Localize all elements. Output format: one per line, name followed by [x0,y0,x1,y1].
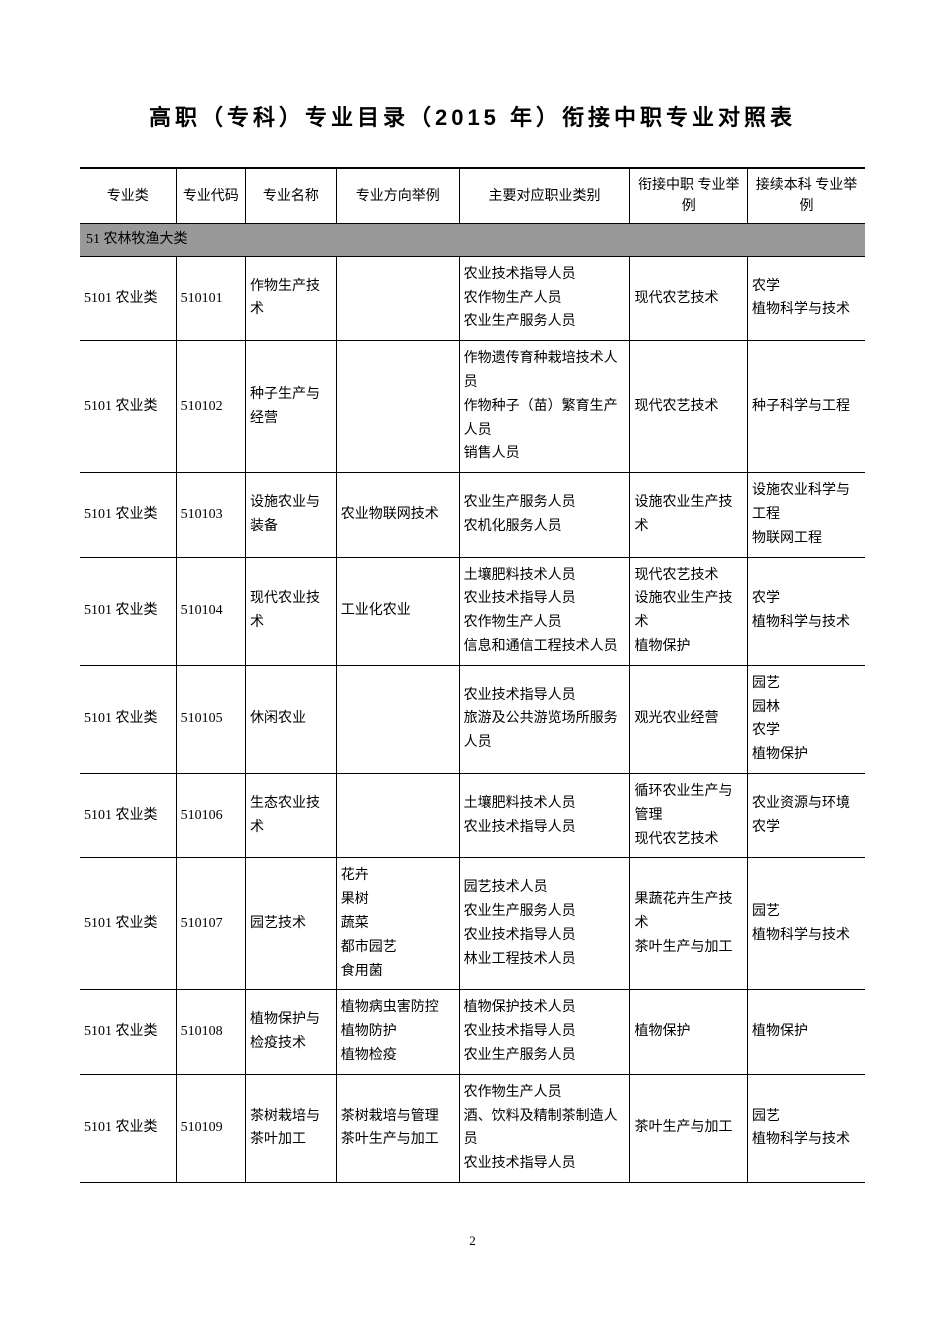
category-cell: 51 农林牧渔大类 [80,224,865,257]
table-row: 5101 农业类510102种子生产与经营 作物遗传育种栽培技术人员作物种子（苗）… [80,341,865,473]
table-body: 51 农林牧渔大类5101 农业类510101作物生产技术农业技术指导人员农作物… [80,224,865,1183]
cell-job: 农作物生产人员酒、饮料及精制茶制造人员农业技术指导人员 [459,1074,630,1182]
cell-name: 作物生产技术 [246,256,337,340]
th-job: 主要对应职业类别 [459,168,630,224]
table-row: 5101 农业类510107园艺技术花卉果树蔬菜都市园艺食用菌园艺技术人员农业生… [80,858,865,990]
cell-name: 种子生产与经营 [246,341,337,473]
cell-job: 农业技术指导人员旅游及公共游览场所服务人员 [459,665,630,773]
th-name: 专业名称 [246,168,337,224]
th-mid: 衔接中职 专业举例 [630,168,747,224]
table-header-row: 专业类 专业代码 专业名称 专业方向举例 主要对应职业类别 衔接中职 专业举例 … [80,168,865,224]
table-row: 5101 农业类510101作物生产技术 农业技术指导人员农作物生产人员农业生产服… [80,256,865,340]
cell-name: 休闲农业 [246,665,337,773]
cell-name: 设施农业与装备 [246,473,337,557]
cell-mid: 循环农业生产与管理现代农艺技术 [630,773,747,857]
th-dir: 专业方向举例 [336,168,459,224]
cell-mid: 现代农艺技术 [630,341,747,473]
cell-class: 5101 农业类 [80,473,176,557]
cell-code: 510103 [176,473,245,557]
cell-dir: 花卉果树蔬菜都市园艺食用菌 [336,858,459,990]
table-row: 5101 农业类510108植物保护与检疫技术植物病虫害防控植物防护植物检疫植物… [80,990,865,1074]
table-row: 5101 农业类510109茶树栽培与茶叶加工茶树栽培与管理茶叶生产与加工农作物… [80,1074,865,1182]
cell-code: 510102 [176,341,245,473]
cell-code: 510105 [176,665,245,773]
page-number: 2 [80,1233,865,1249]
cell-dir: 植物病虫害防控植物防护植物检疫 [336,990,459,1074]
cell-code: 510109 [176,1074,245,1182]
cell-job: 土壤肥料技术人员农业技术指导人员农作物生产人员信息和通信工程技术人员 [459,557,630,665]
cell-class: 5101 农业类 [80,1074,176,1182]
cell-name: 植物保护与检疫技术 [246,990,337,1074]
category-row: 51 农林牧渔大类 [80,224,865,257]
cell-class: 5101 农业类 [80,341,176,473]
table-row: 5101 农业类510105休闲农业 农业技术指导人员旅游及公共游览场所服务人员观… [80,665,865,773]
cell-name: 园艺技术 [246,858,337,990]
th-class: 专业类 [80,168,176,224]
cell-job: 园艺技术人员农业生产服务人员农业技术指导人员林业工程技术人员 [459,858,630,990]
cell-code: 510108 [176,990,245,1074]
cell-dir: 农业物联网技术 [336,473,459,557]
cell-dir [336,665,459,773]
cell-code: 510107 [176,858,245,990]
cell-code: 510101 [176,256,245,340]
cell-job: 土壤肥料技术人员农业技术指导人员 [459,773,630,857]
cell-mid: 观光农业经营 [630,665,747,773]
cell-mid: 植物保护 [630,990,747,1074]
cell-dir: 工业化农业 [336,557,459,665]
page-container: 高职（专科）专业目录（2015 年）衔接中职专业对照表 专业类 专业代码 专业名… [0,0,945,1289]
cell-class: 5101 农业类 [80,773,176,857]
major-table: 专业类 专业代码 专业名称 专业方向举例 主要对应职业类别 衔接中职 专业举例 … [80,167,865,1183]
table-row: 5101 农业类510104现代农业技术工业化农业土壤肥料技术人员农业技术指导人… [80,557,865,665]
cell-job: 农业生产服务人员农机化服务人员 [459,473,630,557]
cell-dir: 茶树栽培与管理茶叶生产与加工 [336,1074,459,1182]
cell-ba: 农业资源与环境农学 [747,773,865,857]
cell-ba: 农学植物科学与技术 [747,557,865,665]
table-row: 5101 农业类510103设施农业与装备农业物联网技术农业生产服务人员农机化服… [80,473,865,557]
cell-mid: 茶叶生产与加工 [630,1074,747,1182]
cell-class: 5101 农业类 [80,665,176,773]
cell-class: 5101 农业类 [80,256,176,340]
table-row: 5101 农业类510106生态农业技术 土壤肥料技术人员农业技术指导人员循环农业… [80,773,865,857]
cell-ba: 园艺园林农学植物保护 [747,665,865,773]
cell-mid: 现代农艺技术 [630,256,747,340]
th-ba: 接续本科 专业举例 [747,168,865,224]
cell-ba: 植物保护 [747,990,865,1074]
cell-code: 510106 [176,773,245,857]
cell-job: 植物保护技术人员农业技术指导人员农业生产服务人员 [459,990,630,1074]
cell-class: 5101 农业类 [80,990,176,1074]
page-title: 高职（专科）专业目录（2015 年）衔接中职专业对照表 [80,100,865,132]
cell-dir [336,773,459,857]
cell-ba: 园艺植物科学与技术 [747,858,865,990]
cell-dir [336,341,459,473]
cell-name: 现代农业技术 [246,557,337,665]
th-code: 专业代码 [176,168,245,224]
cell-mid: 设施农业生产技术 [630,473,747,557]
cell-name: 生态农业技术 [246,773,337,857]
cell-ba: 农学植物科学与技术 [747,256,865,340]
cell-job: 农业技术指导人员农作物生产人员农业生产服务人员 [459,256,630,340]
cell-class: 5101 农业类 [80,557,176,665]
cell-ba: 设施农业科学与工程物联网工程 [747,473,865,557]
cell-mid: 现代农艺技术设施农业生产技术植物保护 [630,557,747,665]
cell-name: 茶树栽培与茶叶加工 [246,1074,337,1182]
cell-ba: 园艺植物科学与技术 [747,1074,865,1182]
cell-code: 510104 [176,557,245,665]
cell-ba: 种子科学与工程 [747,341,865,473]
cell-mid: 果蔬花卉生产技术茶叶生产与加工 [630,858,747,990]
cell-dir [336,256,459,340]
cell-job: 作物遗传育种栽培技术人员作物种子（苗）繁育生产人员销售人员 [459,341,630,473]
cell-class: 5101 农业类 [80,858,176,990]
